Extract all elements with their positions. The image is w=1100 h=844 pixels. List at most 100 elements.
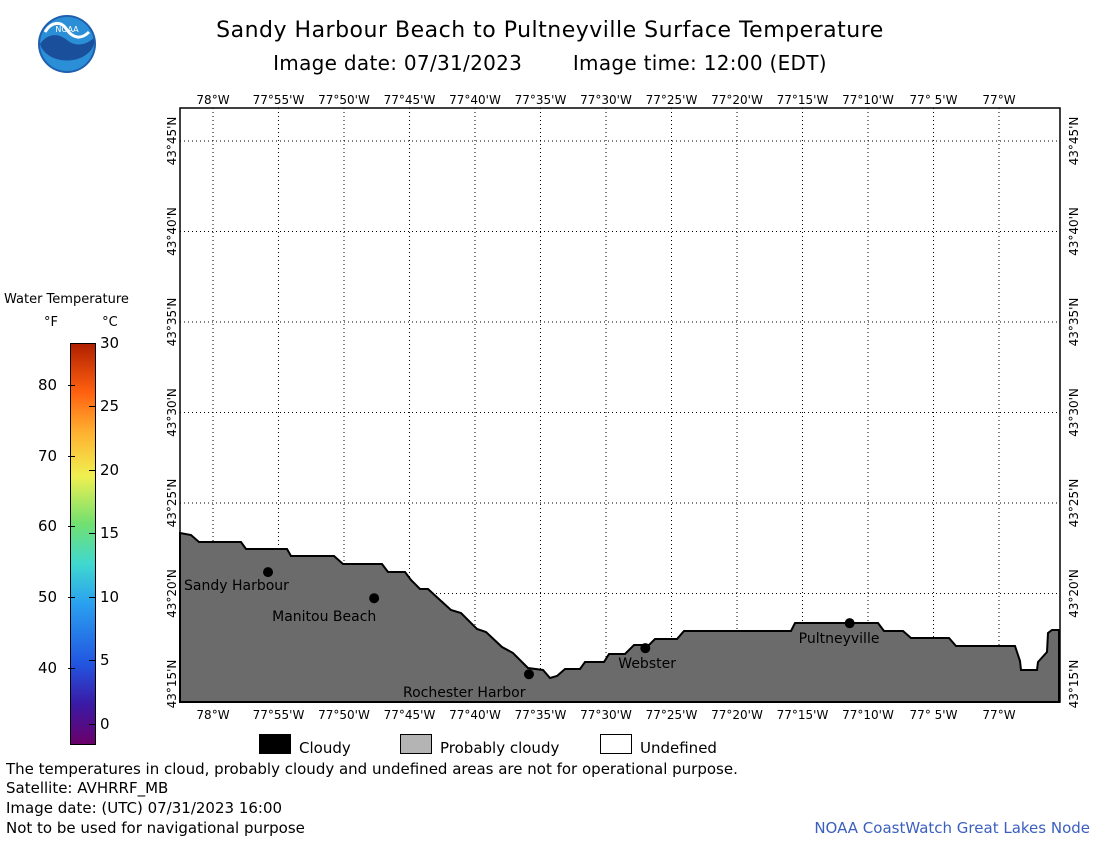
lon-label-top: 77°40'W [449, 93, 501, 107]
lat-label-left: 43°30'N [165, 388, 179, 437]
lon-label-top: 77°35'W [515, 93, 567, 107]
lat-label-left: 43°15'N [165, 660, 179, 709]
lon-label-bottom: 77°55'W [253, 708, 305, 722]
city-marker [523, 669, 534, 680]
lat-label-left: 43°35'N [165, 298, 179, 347]
probably-cloudy-swatch [400, 734, 432, 754]
cloudy-swatch [259, 734, 291, 754]
colorbar-title: Water Temperature [4, 292, 129, 307]
lon-label-bottom: 77°15'W [777, 708, 829, 722]
lon-label-top: 77°45'W [384, 93, 436, 107]
city-markers: Sandy Harbour Manitou Beach Rochester Harb… [184, 567, 879, 701]
land-area [179, 531, 1060, 703]
celsius-tick-label: 25 [100, 397, 120, 416]
lon-label-top: 77°10'W [842, 93, 894, 107]
map-canvas: Sandy Harbour Manitou Beach Rochester Harb… [165, 93, 1081, 722]
lon-label-top: 77°30'W [580, 93, 632, 107]
lat-label-right: 43°45'N [1067, 117, 1081, 166]
celsius-tick-mark [89, 343, 96, 344]
city-marker [263, 567, 274, 578]
disclaimer-text: The temperatures in cloud, probably clou… [6, 760, 738, 778]
lon-label-bottom: 77°40'W [449, 708, 501, 722]
city-marker [844, 618, 855, 629]
celsius-tick-label: 5 [100, 651, 110, 670]
map-subtitle: Image date: 07/31/2023 Image time: 12:00… [0, 51, 1100, 75]
lat-label-right: 43°20'N [1067, 569, 1081, 618]
lon-label-top: 77° 5'W [910, 93, 958, 107]
lon-label-bottom: 77°20'W [711, 708, 763, 722]
celsius-tick-mark [89, 533, 96, 535]
noaa-logo-text: NOAA [55, 25, 79, 34]
fahrenheit-tick-mark [68, 526, 75, 528]
longitude-labels-top: 78°W 77°55'W 77°50'W 77°45'W 77°40'W 77°35'W 7… [196, 93, 1015, 107]
celsius-tick-label: 30 [100, 334, 120, 352]
lat-label-right: 43°25'N [1067, 479, 1081, 528]
city-label: Manitou Beach [272, 609, 376, 625]
lat-label-left: 43°25'N [165, 479, 179, 528]
city-label: Webster [618, 656, 676, 672]
fahrenheit-tick-label: 50 [38, 587, 58, 606]
lat-label-right: 43°35'N [1067, 298, 1081, 347]
lon-label-bottom: 77° 5'W [910, 708, 958, 722]
lon-label-bottom: 77°W [982, 708, 1015, 722]
map-frame [179, 107, 1061, 703]
fahrenheit-tick-label: 40 [38, 658, 58, 677]
satellite-text: Satellite: AVHRRF_MB [6, 779, 169, 797]
celsius-tick-mark [89, 469, 96, 471]
city-marker [640, 643, 651, 654]
celsius-tick-mark [89, 596, 96, 598]
undefined-label: Undefined [640, 739, 717, 757]
fahrenheit-tick-label: 80 [38, 376, 58, 395]
fahrenheit-tick-mark [68, 385, 75, 387]
lat-label-right: 43°15'N [1067, 660, 1081, 709]
lon-label-top: 77°15'W [777, 93, 829, 107]
utc-date-text: Image date: (UTC) 07/31/2023 16:00 [6, 799, 283, 817]
image-date: Image date: 07/31/2023 [273, 51, 523, 75]
cloudy-label: Cloudy [299, 739, 351, 757]
fahrenheit-tick-mark [68, 596, 75, 598]
lon-label-top: 77°W [982, 93, 1015, 107]
image-time: Image time: 12:00 (EDT) [572, 51, 827, 75]
fahrenheit-tick-label: 60 [38, 517, 58, 536]
probably-cloudy-label: Probably cloudy [440, 739, 560, 757]
fahrenheit-tick-mark [68, 455, 75, 457]
unit-fahrenheit: °F [44, 315, 58, 330]
lat-label-right: 43°30'N [1067, 388, 1081, 437]
fahrenheit-tick-label: 70 [38, 446, 58, 465]
lon-label-bottom: 77°35'W [515, 708, 567, 722]
city-label: Sandy Harbour [184, 578, 289, 594]
lon-label-bottom: 77°25'W [646, 708, 698, 722]
lon-label-top: 77°25'W [646, 93, 698, 107]
lon-label-bottom: 77°45'W [384, 708, 436, 722]
lon-label-bottom: 77°50'W [318, 708, 370, 722]
city-marker [369, 593, 380, 604]
lon-label-bottom: 77°30'W [580, 708, 632, 722]
celsius-tick-label: 0 [100, 714, 110, 733]
celsius-tick-label: 20 [100, 460, 120, 479]
colorbar-units: °F °C [44, 315, 158, 330]
lon-label-top: 78°W [196, 93, 229, 107]
city-label: Pultneyville [799, 631, 880, 647]
lon-label-top: 77°20'W [711, 93, 763, 107]
lon-label-bottom: 78°W [196, 708, 229, 722]
city-label: Rochester Harbor [403, 685, 526, 701]
celsius-tick-mark [89, 723, 96, 725]
celsius-tick-mark [89, 406, 96, 408]
latitude-labels-right: 43°45'N 43°40'N 43°35'N 43°30'N 43°25'N 43°20… [1067, 117, 1081, 709]
unit-celsius: °C [102, 315, 118, 330]
celsius-tick-mark [89, 660, 96, 662]
temperature-colorbar [70, 343, 96, 745]
lat-label-left: 43°40'N [165, 207, 179, 256]
credit-link[interactable]: NOAA CoastWatch Great Lakes Node [814, 819, 1090, 837]
celsius-tick-label: 15 [100, 524, 120, 543]
navigation-warning: Not to be used for navigational purpose [6, 819, 305, 837]
lat-label-right: 43°40'N [1067, 207, 1081, 256]
lat-label-left: 43°45'N [165, 117, 179, 166]
lon-label-bottom: 77°10'W [842, 708, 894, 722]
lat-label-left: 43°20'N [165, 569, 179, 618]
noaa-logo-icon: NOAA [38, 15, 96, 73]
longitude-labels-bottom: 78°W 77°55'W 77°50'W 77°45'W 77°40'W 77°35'W 7… [196, 708, 1015, 722]
latitude-labels-left: 43°45'N 43°40'N 43°35'N 43°30'N 43°25'N 43°20… [165, 117, 179, 709]
undefined-swatch [600, 734, 632, 754]
lon-label-top: 77°55'W [253, 93, 305, 107]
